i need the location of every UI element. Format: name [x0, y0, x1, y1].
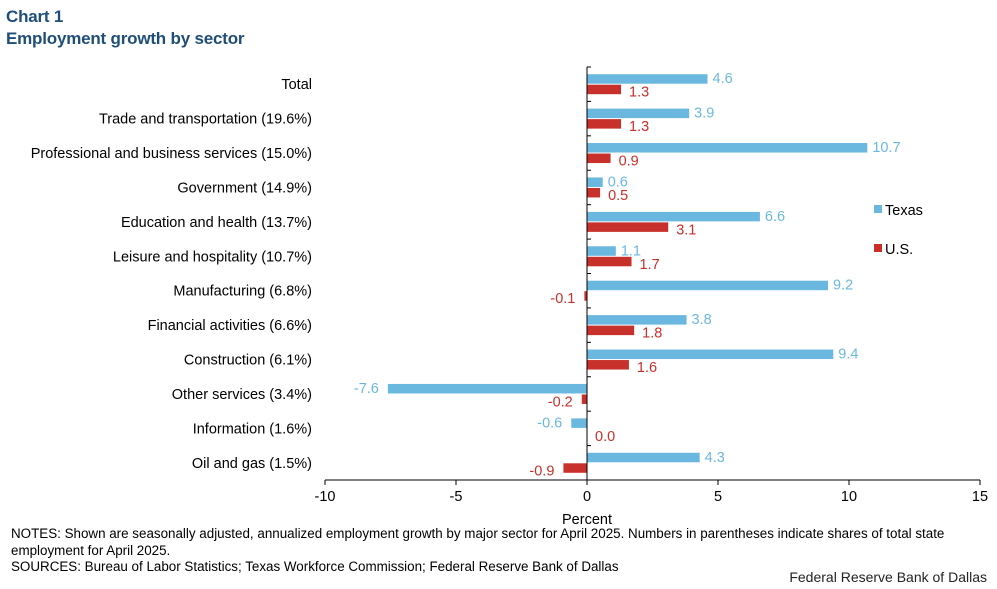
sources-text: SOURCES: Bureau of Labor Statistics; Tex… — [11, 559, 619, 574]
data-label-texas: -0.6 — [537, 415, 562, 431]
bar-texas — [571, 418, 587, 428]
category-label: Other services (3.4%) — [172, 387, 312, 403]
bar-us — [587, 360, 629, 370]
bar-texas — [587, 452, 700, 463]
footnotes: NOTES: Shown are seasonally adjusted, an… — [11, 526, 986, 576]
bar-us — [563, 463, 587, 473]
x-tick-label: 5 — [714, 489, 722, 505]
legend-label-texas: Texas — [885, 203, 923, 219]
bar-texas — [587, 74, 708, 84]
bar-texas — [587, 108, 690, 119]
bar-us — [587, 256, 632, 267]
bar-us — [587, 187, 601, 198]
data-label-us: -0.1 — [550, 291, 575, 307]
x-tick-label: 15 — [972, 489, 988, 505]
data-label-texas: 10.7 — [872, 140, 900, 156]
bar-texas — [587, 315, 687, 325]
data-label-us: -0.9 — [529, 463, 554, 479]
category-label: Government (14.9%) — [177, 180, 312, 196]
data-label-us: 1.7 — [640, 257, 660, 273]
bar-us — [584, 291, 587, 301]
bar-texas — [587, 349, 834, 360]
x-axis-title: Percent — [562, 512, 612, 525]
bar-us — [581, 394, 587, 404]
category-label: Professional and business services (15.0… — [31, 146, 312, 162]
legend-label-us: U.S. — [885, 242, 913, 258]
data-label-us: -0.2 — [548, 394, 573, 410]
data-label-us: 1.3 — [629, 119, 649, 135]
bar-texas — [587, 246, 616, 256]
category-label: Manufacturing (6.8%) — [173, 284, 312, 300]
x-tick-label: 0 — [583, 489, 591, 505]
data-label-texas: 9.4 — [838, 347, 858, 363]
bar-texas — [587, 211, 760, 222]
category-label: Trade and transportation (19.6%) — [99, 112, 312, 128]
bar-us — [587, 153, 611, 164]
x-tick-label: -5 — [450, 489, 463, 505]
data-label-texas: 6.6 — [765, 209, 785, 225]
category-label: Information (1.6%) — [193, 421, 312, 437]
category-label: Oil and gas (1.5%) — [192, 456, 312, 472]
data-label-us: 1.6 — [637, 360, 657, 376]
bar-texas — [587, 177, 603, 187]
category-label: Financial activities (6.6%) — [148, 318, 312, 334]
data-label-texas: 4.6 — [713, 71, 733, 87]
data-label-us: 0.0 — [595, 429, 615, 445]
data-label-texas: 1.1 — [621, 243, 641, 259]
category-label: Leisure and hospitality (10.7%) — [113, 249, 312, 265]
bar-texas — [587, 280, 829, 291]
bar-texas — [387, 383, 587, 394]
category-label: Construction (6.1%) — [184, 353, 312, 369]
credit-text: Federal Reserve Bank of Dallas — [789, 569, 987, 585]
chart-number: Chart 1 — [6, 7, 64, 26]
x-tick-label: 10 — [841, 489, 857, 505]
chart-title-block: Chart 1 Employment growth by sector — [6, 6, 245, 50]
bar-us — [587, 119, 622, 129]
data-label-us: 0.9 — [619, 154, 639, 170]
bar-chart: Total 4.6 1.3 Trade and transportation (19.… — [31, 66, 988, 525]
bar-us — [587, 84, 622, 95]
data-label-texas: 4.3 — [705, 450, 725, 466]
data-label-us: 0.5 — [608, 188, 628, 204]
legend-swatch-texas — [874, 205, 882, 213]
category-label: Education and health (13.7%) — [121, 215, 312, 231]
data-label-texas: 9.2 — [833, 278, 853, 294]
data-label-texas: -7.6 — [354, 381, 379, 397]
bar-texas — [587, 143, 868, 153]
category-label: Total — [281, 77, 312, 93]
data-label-texas: 3.9 — [694, 106, 714, 122]
x-tick-label: -10 — [315, 489, 336, 505]
notes-text: NOTES: Shown are seasonally adjusted, an… — [11, 526, 945, 558]
chart-title: Employment growth by sector — [6, 29, 245, 48]
bar-us — [587, 222, 669, 232]
legend-swatch-us — [874, 244, 882, 252]
data-label-texas: 3.8 — [692, 312, 712, 328]
data-label-texas: 0.6 — [608, 174, 628, 190]
data-label-us: 3.1 — [676, 222, 696, 238]
bar-us — [587, 325, 635, 336]
data-label-us: 1.8 — [642, 326, 662, 342]
data-label-us: 1.3 — [629, 85, 649, 101]
